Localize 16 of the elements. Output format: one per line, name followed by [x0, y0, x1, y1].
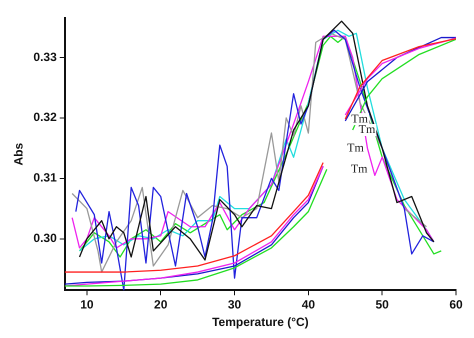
x-tick-label: 50	[376, 298, 390, 312]
x-tick-label: 30	[228, 298, 242, 312]
annotation: Tm	[347, 140, 364, 154]
y-axis-title: Abs	[12, 142, 26, 166]
x-tick-label: 60	[449, 298, 463, 312]
annotation: Tm	[351, 111, 369, 126]
x-axis-title: Temperature (°C)	[212, 315, 309, 330]
y-tick-label: 0.30	[33, 231, 58, 246]
annotation: Tm	[358, 122, 376, 136]
x-tick-label: 40	[302, 298, 316, 312]
y-tick-label: 0.33	[33, 50, 58, 64]
x-tick-label: 20	[154, 298, 168, 312]
annotation: Tm	[350, 161, 368, 176]
y-tick-label: 0.32	[33, 110, 58, 124]
x-tick-label: 10	[80, 298, 94, 312]
y-tick-label: 0.31	[33, 170, 58, 185]
